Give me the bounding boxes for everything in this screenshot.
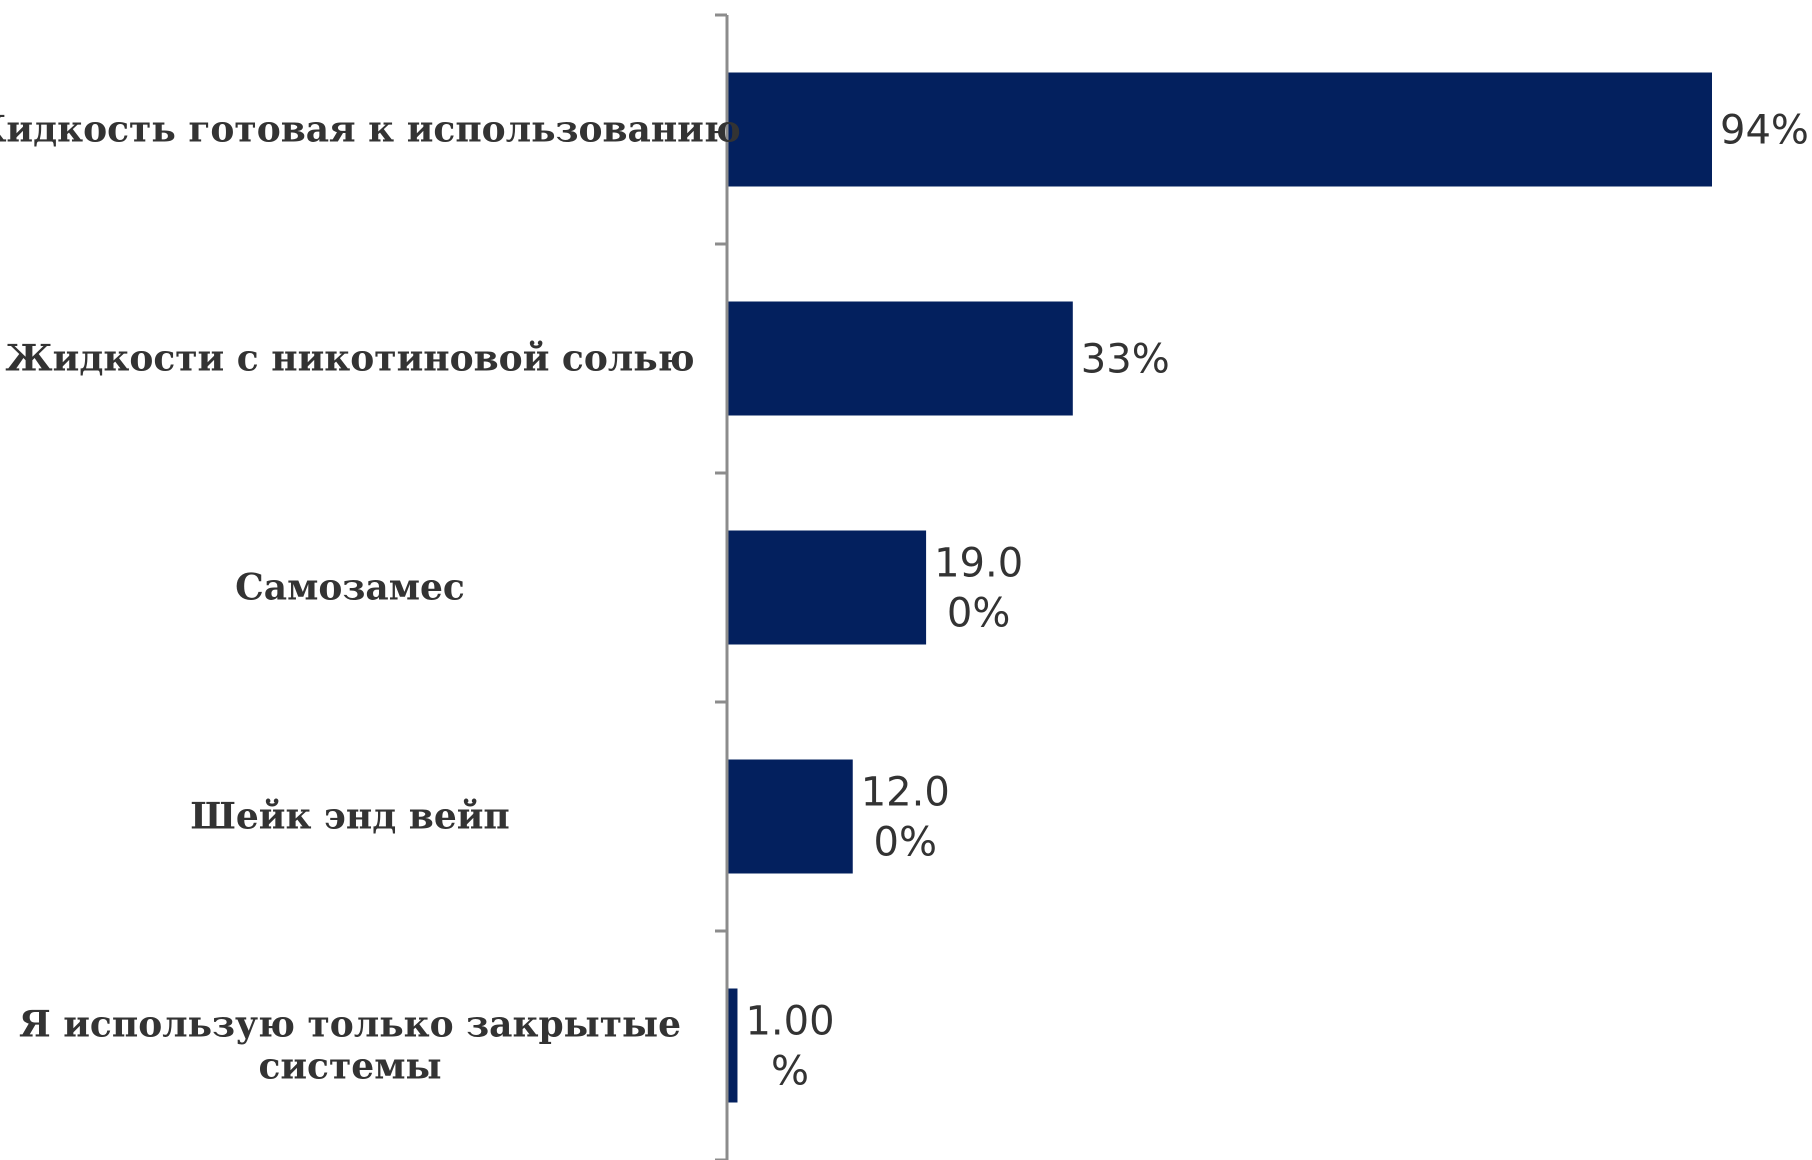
bar (727, 530, 927, 645)
labels-group: Жидкость готовая к использованию 94% Жидко… (0, 108, 1809, 1095)
data-label-line: 0% (947, 591, 1010, 637)
bar (727, 301, 1073, 416)
category-label-line: Жидкости с никотиновой солью (5, 338, 694, 380)
data-label: 1.00% (745, 999, 834, 1095)
category-axis (715, 13, 729, 1160)
category-label: Самозамес (235, 567, 465, 609)
data-label: 19.0 0% (934, 541, 1023, 637)
bars-group (727, 72, 1712, 1103)
category-label-line: Шейк энд вейп (190, 796, 510, 838)
category-label: Я использую только закрытые системы (19, 1004, 681, 1088)
data-label-line: 33% (1081, 337, 1170, 383)
data-label: 33% (1081, 337, 1170, 383)
bar (727, 72, 1712, 187)
data-label-line: 1.00 (745, 999, 834, 1045)
category-label-line: Я использую только закрытые (19, 1004, 681, 1046)
data-label-line: 94% (1720, 108, 1809, 154)
data-label: 94% (1720, 108, 1809, 154)
category-label: Жидкость готовая к использованию (0, 109, 741, 151)
category-label-line: системы (258, 1046, 441, 1088)
category-label-line: Самозамес (235, 567, 465, 609)
data-label: 12.0 0% (861, 770, 950, 866)
data-label-line: % (771, 1049, 809, 1095)
data-label-line: 19.0 (934, 541, 1023, 587)
category-label-line: Жидкость готовая к использованию (0, 109, 741, 151)
bar (727, 759, 853, 874)
bar (727, 988, 738, 1103)
category-label: Жидкости с никотиновой солью (5, 338, 694, 380)
category-label: Шейк энд вейп (190, 796, 510, 838)
data-label-line: 12.0 (861, 770, 950, 816)
data-label-line: 0% (874, 820, 937, 866)
